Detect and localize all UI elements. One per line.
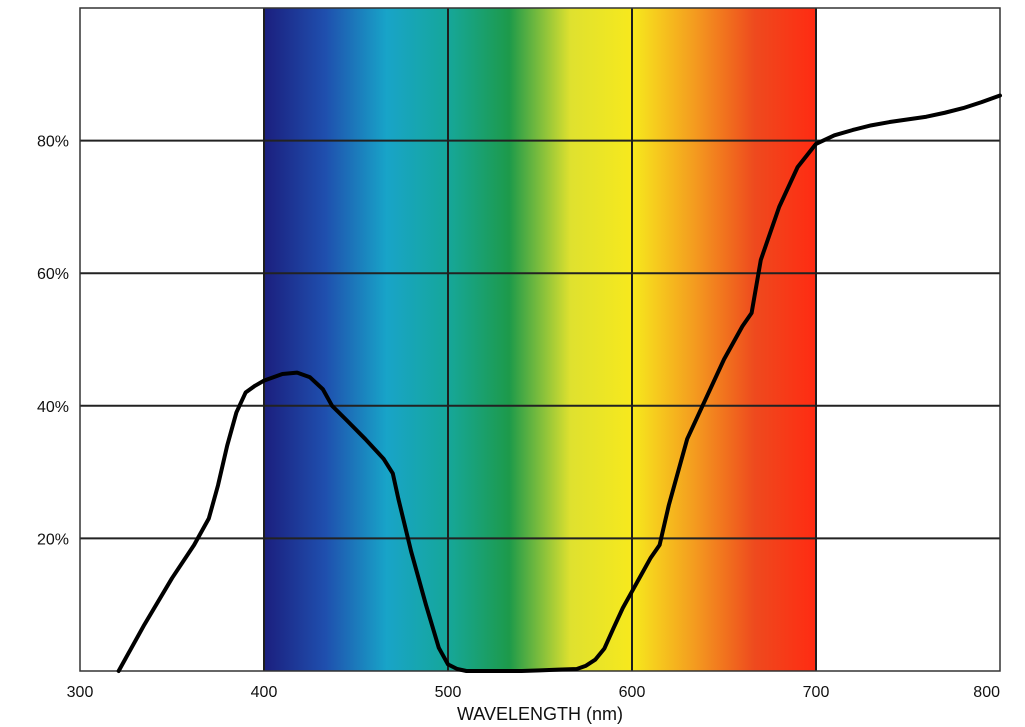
y-tick-label: 20%: [37, 531, 69, 548]
x-tick-label: 400: [251, 684, 278, 701]
y-tick-label: 40%: [37, 399, 69, 416]
y-tick-label: 60%: [37, 266, 69, 283]
x-tick-label: 600: [619, 684, 646, 701]
x-tick-label: 800: [973, 684, 1000, 701]
x-axis-title: WAVELENGTH (nm): [457, 704, 623, 724]
x-tick-label: 700: [803, 684, 830, 701]
y-axis-tick-labels: 20% 40% 60% 80%: [37, 134, 69, 549]
y-tick-label: 80%: [37, 134, 69, 151]
x-axis-tick-labels: 300 400 500 600 700 800: [67, 684, 1000, 701]
x-tick-label: 500: [435, 684, 462, 701]
x-tick-label: 300: [67, 684, 94, 701]
